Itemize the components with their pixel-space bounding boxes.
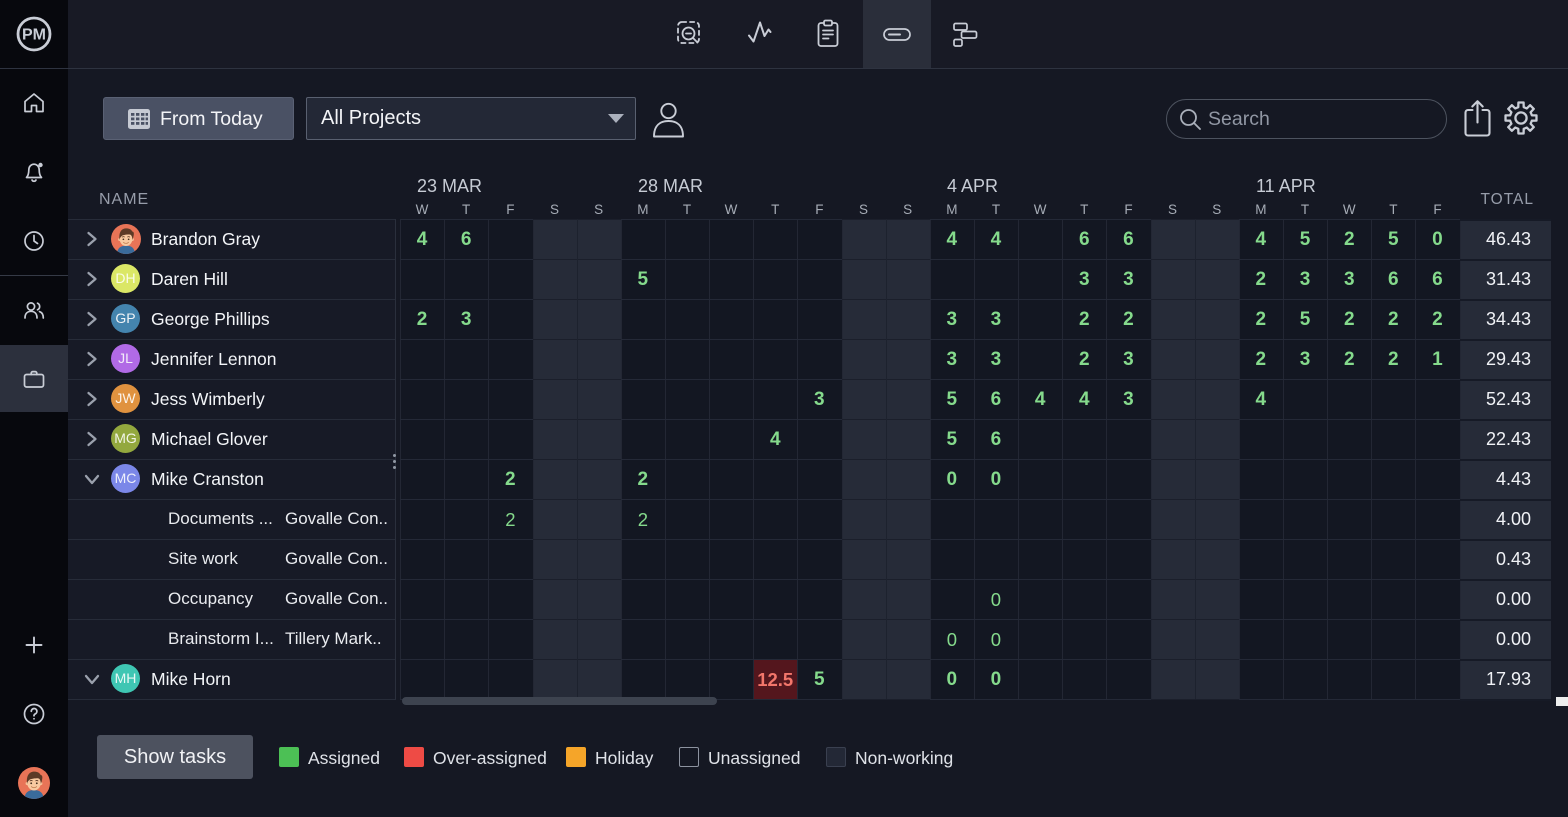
svg-text:PM: PM (22, 27, 46, 44)
